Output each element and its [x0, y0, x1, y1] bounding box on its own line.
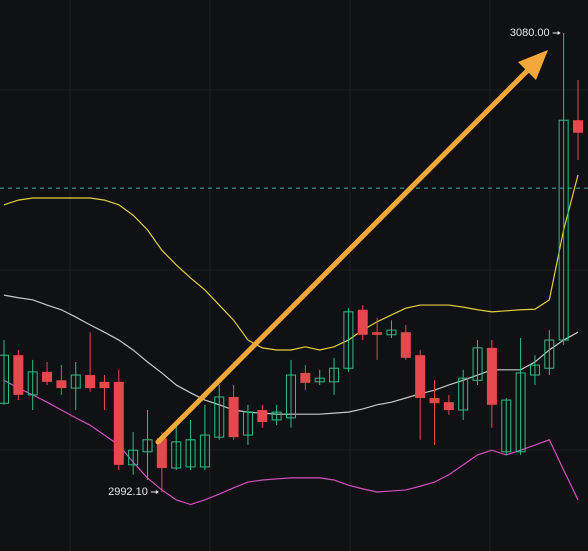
candle-body	[128, 449, 139, 466]
candle-body	[113, 381, 124, 465]
band-line	[3, 174, 579, 351]
candle-body	[257, 410, 268, 423]
min-label: 2992.10	[108, 486, 148, 498]
trend-arrow	[155, 50, 548, 445]
candle-body	[400, 332, 411, 358]
candle-body	[99, 381, 110, 389]
candle-body	[443, 402, 454, 411]
candle-body	[372, 332, 383, 335]
candle-body	[85, 375, 96, 389]
max-pointer-head	[557, 31, 561, 35]
candle-body	[415, 355, 426, 399]
candle-body	[529, 364, 540, 376]
candle-body	[156, 438, 167, 468]
min-pointer-head	[155, 490, 159, 494]
candle-body	[558, 119, 569, 341]
candle-body	[472, 347, 483, 381]
candle-body	[329, 367, 340, 383]
candle-body	[56, 380, 67, 389]
candle-body	[142, 439, 153, 453]
candle-body	[357, 309, 368, 335]
candle-body	[429, 398, 440, 404]
candle-body	[544, 339, 555, 369]
candle-body	[515, 372, 526, 453]
annotations: 3080.00 2992.10	[108, 27, 561, 498]
candle-body	[314, 377, 325, 383]
candle-body	[185, 439, 196, 468]
candle-body	[458, 377, 469, 411]
candle-body	[0, 354, 9, 404]
candle-body	[199, 434, 210, 468]
candle-body	[343, 311, 354, 369]
candle-body	[228, 396, 239, 438]
candle-body	[501, 399, 512, 453]
candle-body	[573, 120, 583, 133]
candle-body	[300, 372, 311, 383]
candle-body	[42, 371, 53, 382]
arrow-head	[518, 50, 548, 80]
arrow-shaft	[155, 63, 535, 445]
candle-body	[286, 374, 296, 419]
candle-body	[13, 355, 24, 395]
max-label: 3080.00	[510, 27, 550, 39]
candle-body	[171, 441, 182, 469]
candle-body	[386, 329, 397, 336]
band-line	[3, 379, 579, 506]
candle-body	[70, 374, 81, 389]
candles	[0, 33, 583, 492]
candle-body	[27, 371, 38, 396]
candle-body	[271, 411, 282, 421]
candle-body	[242, 411, 253, 436]
candle-body	[214, 396, 225, 438]
candle-body	[486, 347, 497, 405]
